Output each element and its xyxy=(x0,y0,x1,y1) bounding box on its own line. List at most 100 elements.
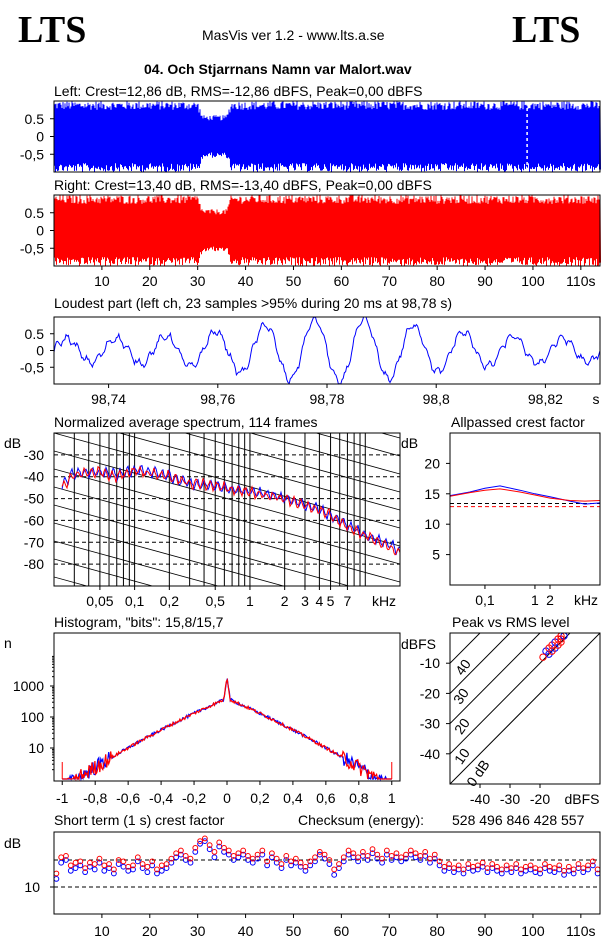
short-crest-point-right xyxy=(316,849,323,855)
spectrum-series-left xyxy=(61,464,400,556)
short-crest-point-right xyxy=(417,853,424,859)
pvr-plot-area xyxy=(450,633,600,784)
x-tick-label: -0,4 xyxy=(149,790,173,806)
short-crest-point-left xyxy=(206,846,213,853)
short-crest-point-left xyxy=(561,871,567,878)
short-crest-point-right xyxy=(575,861,582,867)
short-crest-point-left xyxy=(91,866,98,873)
short-crest-point-right xyxy=(235,850,242,857)
y-tick-label: 0 xyxy=(36,343,44,359)
slope-line xyxy=(54,433,400,529)
short-crest-point-right xyxy=(556,862,563,869)
y-axis-label: dBFS xyxy=(401,636,436,652)
x-tick-label: -1 xyxy=(56,790,69,806)
x-tick-label: 10 xyxy=(94,923,110,939)
short-crest-point-left xyxy=(427,859,433,866)
short-crest-point-right xyxy=(326,857,333,863)
short-crest-point-right xyxy=(494,863,500,870)
y-tick-label: -30 xyxy=(24,447,44,463)
short-crest-point-left xyxy=(63,857,69,863)
crest-diagonal xyxy=(450,633,600,784)
short-crest-point-right xyxy=(173,850,180,857)
short-crest-point-left xyxy=(278,865,285,871)
y-tick-label: -0,5 xyxy=(20,146,44,162)
short-crest-point-left xyxy=(134,858,141,865)
short-crest-point-right xyxy=(412,850,419,857)
slope-line xyxy=(54,289,400,384)
x-tick-label: 3 xyxy=(301,593,309,609)
crest-diagonal xyxy=(450,633,511,695)
diagonal-label: 30 xyxy=(450,685,472,707)
x-tick-label: 100 xyxy=(521,923,545,939)
slope-line xyxy=(54,649,400,744)
x-tick-label: 90 xyxy=(477,923,493,939)
short-crest-point-left xyxy=(53,876,60,882)
x-tick-label: 1 xyxy=(246,593,254,609)
short-crest-point-right xyxy=(570,866,577,873)
x-tick-label: -0,6 xyxy=(116,790,140,806)
short-crest-point-right xyxy=(283,853,290,859)
short-crest-point-right xyxy=(383,847,390,854)
short-crest-point-right xyxy=(53,870,60,877)
crest-diagonal xyxy=(450,633,571,755)
short-crest-point-right xyxy=(154,866,160,873)
short-crest-point-left xyxy=(249,859,256,866)
x-tick-label: 98,76 xyxy=(200,391,235,407)
short-crest-point-right xyxy=(518,866,524,873)
short-crest-point-right xyxy=(398,854,405,861)
y-tick-label: 20 xyxy=(424,455,440,471)
short-crest-point-right xyxy=(139,861,146,867)
histogram-title: Histogram, "bits": 15,8/15,7 xyxy=(54,614,224,630)
x-tick-label: 98,78 xyxy=(309,391,344,407)
short-crest-point-right xyxy=(249,855,256,862)
short-crest-point-right xyxy=(585,862,591,869)
short-crest-point-left xyxy=(130,866,136,873)
y-tick-label: -20 xyxy=(420,685,440,701)
short-crest-point-left xyxy=(82,869,89,876)
short-crest-point-right xyxy=(163,861,170,867)
app-title: MasVis ver 1.2 - www.lts.a.se xyxy=(202,27,385,43)
short-crest-point-right xyxy=(96,855,103,862)
short-crest-point-right xyxy=(336,861,342,867)
short-crest-point-right xyxy=(264,858,271,865)
x-tick-label: 30 xyxy=(190,923,206,939)
left-waveform-title: Left: Crest=12,86 dB, RMS=-12,86 dBFS, P… xyxy=(54,83,423,99)
logo-right: LTS xyxy=(512,9,581,51)
short-crest-point-right xyxy=(537,866,544,873)
slope-line xyxy=(54,307,400,402)
x-tick-label: -30 xyxy=(500,791,520,807)
x-tick-label: 70 xyxy=(381,923,397,939)
slope-line xyxy=(54,468,400,565)
x-tick-label: 0,5 xyxy=(205,593,225,609)
short-crest-point-right xyxy=(307,858,314,865)
y-tick-label: -30 xyxy=(420,716,440,732)
right-waveform-chart: 0.5 0-0,5 10 20 30 40 50 60 70 80 90 100 110s xyxy=(20,194,601,289)
x-tick-label: 70 xyxy=(381,273,397,289)
x-tick-label: 4 xyxy=(315,593,323,609)
x-tick-label: 20 xyxy=(142,273,158,289)
short-crest-point-left xyxy=(417,857,424,863)
short-crest-point-left xyxy=(451,869,457,876)
short-crest-point-right xyxy=(355,854,362,861)
short-crest-point-left xyxy=(264,862,271,869)
y-axis-label: dB xyxy=(4,435,21,451)
short-crest-point-right xyxy=(379,855,385,862)
short-crest-point-left xyxy=(192,849,199,855)
x-unit-label: dBFS xyxy=(564,791,599,807)
short-crest-point-right xyxy=(134,854,141,861)
y-axis-label: n xyxy=(4,635,12,651)
slope-line xyxy=(54,576,89,586)
short-crest-point-left xyxy=(326,861,333,867)
short-crest-point-left xyxy=(110,870,117,877)
short-crest-point-right xyxy=(278,861,285,867)
short-crest-point-left xyxy=(197,840,203,847)
short-crest-point-right xyxy=(91,861,98,867)
short-crest-point-right xyxy=(561,867,567,874)
short-crest-point-left xyxy=(484,869,491,876)
short-crest-point-left xyxy=(340,858,347,865)
short-crest-point-right xyxy=(216,839,223,846)
short-crest-point-left xyxy=(508,869,515,876)
short-crest-point-right xyxy=(407,847,414,854)
left-waveform-chart: 0.5 0-0,5 xyxy=(20,100,601,173)
x-tick-label: -20 xyxy=(530,791,550,807)
